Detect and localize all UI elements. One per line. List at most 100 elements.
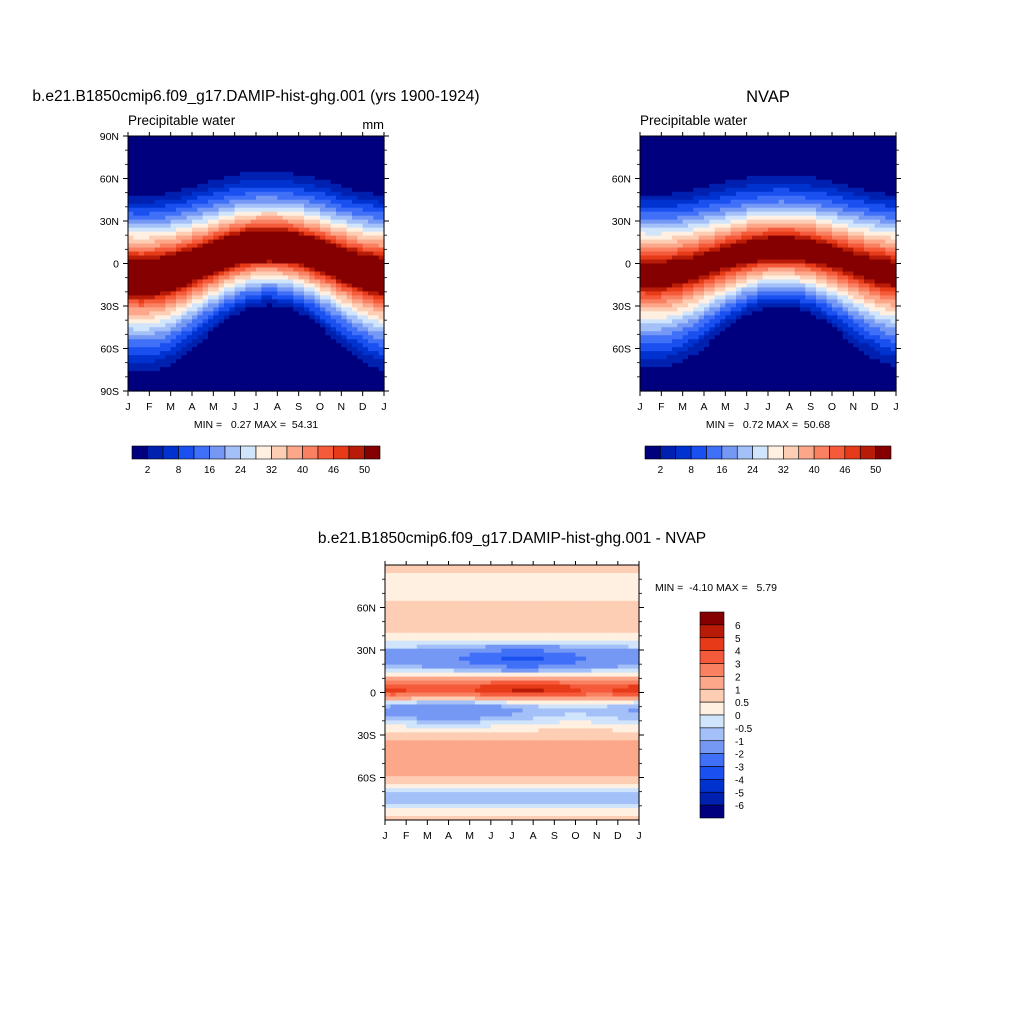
- field-cell: [650, 247, 657, 253]
- field-cell: [266, 303, 273, 308]
- field-cell: [272, 287, 278, 292]
- field-cell: [250, 335, 257, 340]
- field-cell: [325, 339, 332, 344]
- field-cell: [245, 387, 252, 392]
- field-cell: [720, 195, 726, 201]
- field-cell: [330, 279, 337, 285]
- field-cell: [352, 219, 358, 225]
- field-cell: [645, 147, 652, 153]
- field-cell: [320, 279, 326, 285]
- field-cell: [773, 227, 780, 233]
- field-cell: [341, 259, 348, 265]
- field-cell: [704, 327, 710, 332]
- field-cell: [282, 295, 289, 300]
- field-cell: [288, 295, 294, 300]
- field-cell: [224, 315, 230, 320]
- field-cell: [730, 199, 737, 205]
- field-cell: [186, 323, 193, 328]
- field-cell: [730, 227, 737, 233]
- field-cell: [688, 215, 694, 221]
- field-cell: [666, 159, 673, 165]
- field-cell: [218, 223, 225, 229]
- field-cell: [752, 299, 758, 304]
- field-cell: [704, 255, 710, 261]
- field-cell: [208, 215, 214, 221]
- field-cell: [752, 136, 758, 141]
- field-cell: [778, 267, 785, 273]
- field-cell: [229, 247, 236, 253]
- field-cell: [165, 155, 172, 161]
- field-cell: [144, 311, 150, 316]
- field-cell: [314, 136, 321, 141]
- field-cell: [288, 291, 294, 296]
- field-cell: [725, 195, 732, 201]
- field-cell: [234, 171, 241, 177]
- field-cell: [202, 179, 209, 185]
- field-cell: [682, 323, 689, 328]
- field-cell: [176, 215, 182, 221]
- field-cell: [362, 319, 369, 324]
- field-cell: [656, 171, 662, 177]
- field-cell: [304, 299, 310, 304]
- field-cell: [176, 311, 182, 316]
- field-cell: [325, 227, 332, 233]
- field-cell: [320, 387, 326, 392]
- field-cell: [181, 247, 188, 253]
- field-cell: [778, 383, 785, 388]
- field-cell: [160, 167, 166, 173]
- field-cell: [277, 375, 284, 380]
- field-cell: [330, 155, 337, 161]
- field-cell: [688, 191, 694, 197]
- field-cell: [650, 371, 657, 376]
- field-cell: [752, 355, 758, 360]
- field-cell: [240, 263, 246, 269]
- field-cell: [757, 287, 764, 292]
- field-cell: [656, 155, 662, 161]
- field-cell: [752, 307, 758, 312]
- field-cell: [666, 327, 673, 332]
- field-cell: [165, 255, 172, 261]
- field-cell: [341, 227, 348, 233]
- field-cell: [304, 307, 310, 312]
- field-cell: [378, 163, 385, 169]
- field-cell: [672, 279, 678, 285]
- field-cell: [202, 311, 209, 316]
- field-cell: [373, 151, 380, 157]
- field-cell: [661, 207, 668, 213]
- field-cell: [288, 263, 294, 269]
- field-cell: [720, 359, 726, 364]
- field-cell: [352, 263, 358, 269]
- field-cell: [656, 231, 662, 237]
- field-cell: [746, 367, 753, 372]
- field-cell: [336, 183, 342, 189]
- field-cell: [373, 323, 380, 328]
- field-cell: [229, 235, 236, 241]
- field-cell: [309, 283, 316, 288]
- field-cell: [789, 171, 796, 177]
- field-cell: [720, 259, 726, 265]
- field-cell: [757, 307, 764, 312]
- field-cell: [378, 195, 385, 201]
- field-cell: [661, 255, 668, 261]
- field-cell: [357, 351, 364, 356]
- field-cell: [240, 271, 246, 277]
- field-cell: [133, 275, 140, 281]
- field-cell: [672, 307, 678, 312]
- field-cell: [160, 343, 166, 348]
- field-cell: [224, 259, 230, 265]
- field-cell: [272, 295, 278, 300]
- field-cell: [229, 187, 236, 193]
- field-cell: [261, 227, 268, 233]
- field-cell: [186, 283, 193, 288]
- field-cell: [368, 211, 374, 217]
- field-cell: [288, 355, 294, 360]
- field-cell: [762, 295, 769, 300]
- field-cell: [256, 179, 262, 185]
- field-cell: [234, 323, 241, 328]
- field-cell: [762, 267, 769, 273]
- field-cell: [746, 287, 753, 292]
- field-cell: [288, 215, 294, 221]
- field-cell: [330, 367, 337, 372]
- field-cell: [640, 227, 646, 233]
- field-cell: [138, 136, 145, 141]
